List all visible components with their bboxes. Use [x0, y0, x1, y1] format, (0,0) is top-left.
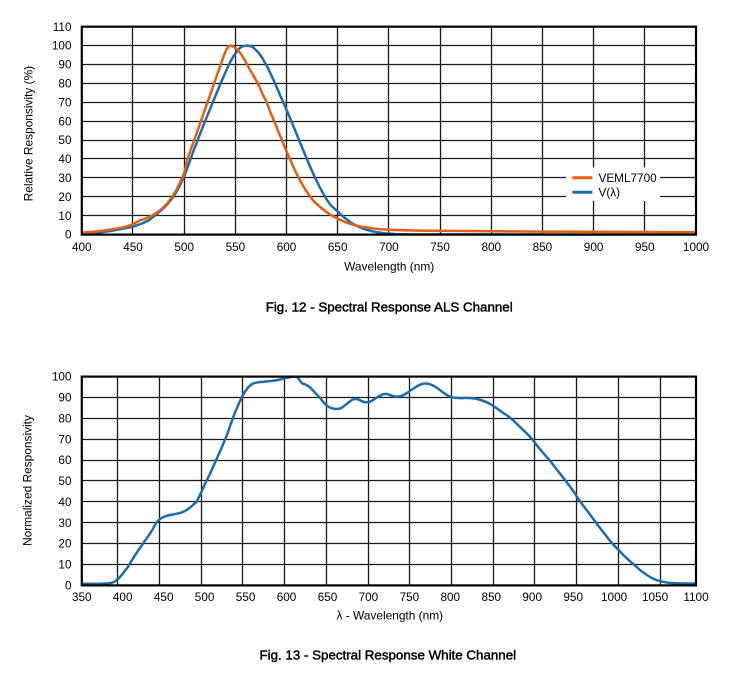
svg-text:100: 100 — [52, 371, 72, 384]
svg-text:500: 500 — [174, 241, 194, 254]
svg-text:700: 700 — [359, 591, 379, 604]
svg-text:550: 550 — [236, 591, 256, 604]
svg-text:550: 550 — [226, 241, 246, 254]
svg-text:600: 600 — [277, 241, 297, 254]
svg-text:800: 800 — [440, 591, 460, 604]
svg-text:Normalized Responsivity: Normalized Responsivity — [21, 415, 35, 546]
svg-text:110: 110 — [53, 21, 72, 34]
svg-text:40: 40 — [58, 496, 72, 509]
svg-text:750: 750 — [430, 241, 450, 254]
svg-text:90: 90 — [58, 392, 72, 405]
svg-text:500: 500 — [195, 591, 215, 604]
svg-text:30: 30 — [58, 172, 72, 185]
svg-text:100: 100 — [52, 40, 72, 53]
svg-text:10: 10 — [58, 559, 72, 572]
svg-text:700: 700 — [379, 241, 399, 254]
svg-text:50: 50 — [58, 475, 72, 488]
svg-text:600: 600 — [277, 591, 297, 604]
svg-text:400: 400 — [72, 241, 92, 254]
svg-text:20: 20 — [58, 538, 72, 551]
svg-text:λ - Wavelength (nm): λ - Wavelength (nm) — [336, 609, 443, 623]
svg-text:10: 10 — [58, 210, 72, 223]
svg-text:70: 70 — [58, 433, 72, 446]
svg-text:650: 650 — [318, 591, 338, 604]
svg-text:50: 50 — [58, 134, 72, 147]
svg-text:750: 750 — [400, 591, 420, 604]
svg-text:90: 90 — [58, 59, 72, 72]
svg-text:950: 950 — [635, 241, 655, 254]
svg-text:400: 400 — [113, 591, 133, 604]
svg-text:Fig. 13 - Spectral Response Wh: Fig. 13 - Spectral Response White Channe… — [259, 648, 516, 663]
svg-text:0: 0 — [65, 229, 72, 242]
svg-text:80: 80 — [58, 78, 72, 91]
svg-text:900: 900 — [522, 591, 542, 604]
svg-text:40: 40 — [58, 153, 72, 166]
svg-text:650: 650 — [328, 241, 348, 254]
svg-text:1100: 1100 — [683, 591, 709, 604]
svg-text:1000: 1000 — [601, 591, 628, 604]
svg-text:Wavelength (nm): Wavelength (nm) — [344, 260, 434, 274]
svg-text:450: 450 — [154, 591, 174, 604]
svg-text:450: 450 — [123, 241, 143, 254]
svg-text:60: 60 — [58, 115, 72, 128]
svg-text:1050: 1050 — [642, 591, 669, 604]
svg-text:800: 800 — [481, 241, 501, 254]
svg-text:850: 850 — [533, 241, 553, 254]
svg-text:80: 80 — [58, 413, 72, 426]
svg-text:V(λ): V(λ) — [599, 187, 621, 200]
svg-text:20: 20 — [58, 191, 72, 204]
svg-text:30: 30 — [58, 517, 72, 530]
svg-text:0: 0 — [65, 580, 72, 593]
svg-text:Relative Responsivity (%): Relative Responsivity (%) — [21, 66, 35, 202]
svg-text:950: 950 — [563, 591, 583, 604]
svg-text:350: 350 — [72, 591, 92, 604]
svg-text:900: 900 — [584, 241, 604, 254]
svg-text:70: 70 — [58, 96, 72, 109]
svg-text:1000: 1000 — [683, 241, 710, 254]
svg-text:850: 850 — [481, 591, 501, 604]
svg-text:VEML7700: VEML7700 — [599, 172, 658, 185]
svg-text:60: 60 — [58, 454, 72, 467]
svg-text:Fig. 12 - Spectral Response AL: Fig. 12 - Spectral Response ALS Channel — [266, 299, 513, 314]
